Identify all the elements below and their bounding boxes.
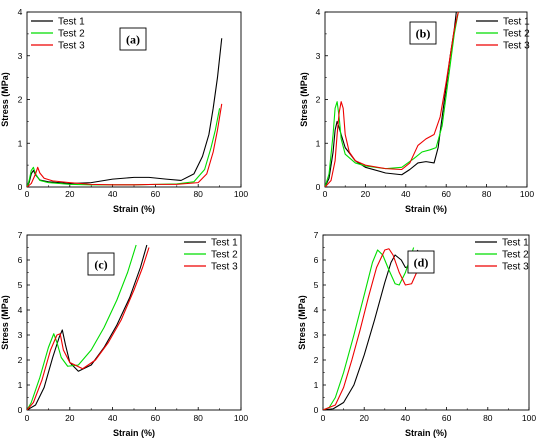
panel-label-box <box>87 252 115 276</box>
y-tick-label: 2 <box>18 355 23 365</box>
x-axis-title: Strain (%) <box>405 204 447 214</box>
panel-label: (d) <box>414 256 429 270</box>
legend-label-test-2: Test 2 <box>211 250 238 261</box>
y-tick-label: 1 <box>18 138 23 148</box>
y-tick-label: 1 <box>18 380 23 390</box>
x-tick-label: 40 <box>108 189 118 199</box>
x-tick-label: 20 <box>361 189 371 199</box>
series-line-test-2 <box>27 244 137 410</box>
y-axis-title: Stress (MPa) <box>0 295 10 350</box>
y-tick-label: 1 <box>314 380 319 390</box>
y-tick-label: 2 <box>316 95 321 105</box>
x-tick-label: 20 <box>65 413 75 423</box>
y-tick-label: 3 <box>316 51 321 61</box>
panel-label-box <box>409 21 437 45</box>
panel-d: 0 20 40 60 80 100 0 1 2 3 4 5 6 7 Strain (%) Stress (MP… <box>297 230 536 438</box>
legend-label-test-3: Test 3 <box>503 41 530 52</box>
series-line-test-3 <box>27 247 150 410</box>
x-tick-label: 80 <box>482 189 492 199</box>
x-tick-label: 0 <box>323 189 328 199</box>
y-tick-label: 5 <box>314 280 319 290</box>
legend-label-test-3: Test 3 <box>502 262 529 273</box>
y-tick-label: 0 <box>314 405 319 415</box>
series-line-test-2 <box>323 247 415 410</box>
y-tick-label: 7 <box>314 230 319 240</box>
panel-a: 0 20 40 60 80 100 0 1 2 3 4 Strain (%) Stress (MPa) T… <box>0 7 248 214</box>
y-tick-label: 1 <box>316 138 321 148</box>
y-tick-label: 3 <box>18 51 23 61</box>
x-tick-label: 100 <box>522 413 536 423</box>
x-tick-label: 80 <box>193 189 203 199</box>
panel-c: 0 20 40 60 80 100 0 1 2 3 4 5 6 7 Strain (%) Stress (MP… <box>0 230 248 438</box>
x-axis-title: Strain (%) <box>405 428 447 438</box>
x-tick-label: 0 <box>25 413 30 423</box>
panel-label: (c) <box>94 258 107 272</box>
x-axis-title: Strain (%) <box>113 204 155 214</box>
panel-label: (a) <box>126 33 140 47</box>
x-tick-label: 40 <box>401 413 411 423</box>
series-line-test-1 <box>325 12 457 187</box>
series-line-test-3 <box>27 103 223 187</box>
y-tick-label: 4 <box>316 7 321 17</box>
y-tick-label: 6 <box>314 255 319 265</box>
y-tick-label: 3 <box>18 330 23 340</box>
series-line-test-1 <box>323 249 419 410</box>
legend-label-test-3: Test 3 <box>58 41 85 52</box>
y-tick-label: 2 <box>314 355 319 365</box>
x-axis-title: Strain (%) <box>113 428 155 438</box>
y-tick-label: 0 <box>18 182 23 192</box>
x-tick-label: 100 <box>234 189 248 199</box>
panel-label-box <box>119 27 147 51</box>
x-tick-label: 20 <box>359 413 369 423</box>
legend-label-test-1: Test 1 <box>503 17 530 28</box>
x-tick-label: 40 <box>108 413 118 423</box>
y-tick-label: 6 <box>18 255 23 265</box>
x-tick-label: 20 <box>65 189 75 199</box>
series-line-test-3 <box>325 12 459 187</box>
legend-label-test-2: Test 2 <box>503 29 530 40</box>
x-tick-label: 0 <box>25 189 30 199</box>
x-tick-label: 80 <box>193 413 203 423</box>
series-line-test-2 <box>325 12 459 187</box>
y-axis-title: Stress (MPa) <box>297 295 307 350</box>
legend-label-test-1: Test 1 <box>211 238 238 249</box>
x-tick-label: 100 <box>234 413 248 423</box>
legend-label-test-1: Test 1 <box>58 17 85 28</box>
series-line-test-3 <box>323 248 425 410</box>
y-tick-label: 4 <box>314 305 319 315</box>
x-tick-label: 0 <box>321 413 326 423</box>
x-tick-label: 60 <box>151 413 161 423</box>
panel-label-box <box>407 250 435 274</box>
x-tick-label: 80 <box>483 413 493 423</box>
panel-b: 0 20 40 60 80 100 0 1 2 3 4 Strain (%) Stress (MPa) T… <box>299 7 534 214</box>
y-tick-label: 5 <box>18 280 23 290</box>
y-tick-label: 7 <box>18 230 23 240</box>
y-axis-title: Stress (MPa) <box>0 72 10 127</box>
y-tick-label: 0 <box>18 405 23 415</box>
series-line-test-1 <box>27 38 223 187</box>
x-tick-label: 60 <box>441 189 451 199</box>
legend-label-test-2: Test 2 <box>502 250 529 261</box>
legend-label-test-2: Test 2 <box>58 29 85 40</box>
x-tick-label: 60 <box>442 413 452 423</box>
legend-label-test-3: Test 3 <box>211 262 238 273</box>
plot-frame <box>26 234 242 411</box>
legend-label-test-1: Test 1 <box>502 238 529 249</box>
panel-label: (b) <box>416 27 431 41</box>
x-tick-label: 40 <box>401 189 411 199</box>
y-tick-label: 0 <box>316 182 321 192</box>
y-tick-label: 2 <box>18 95 23 105</box>
x-tick-label: 60 <box>151 189 161 199</box>
y-tick-label: 4 <box>18 305 23 315</box>
x-tick-label: 100 <box>520 189 534 199</box>
y-tick-label: 3 <box>314 330 319 340</box>
y-axis-title: Stress (MPa) <box>299 72 309 127</box>
y-tick-label: 4 <box>18 7 23 17</box>
